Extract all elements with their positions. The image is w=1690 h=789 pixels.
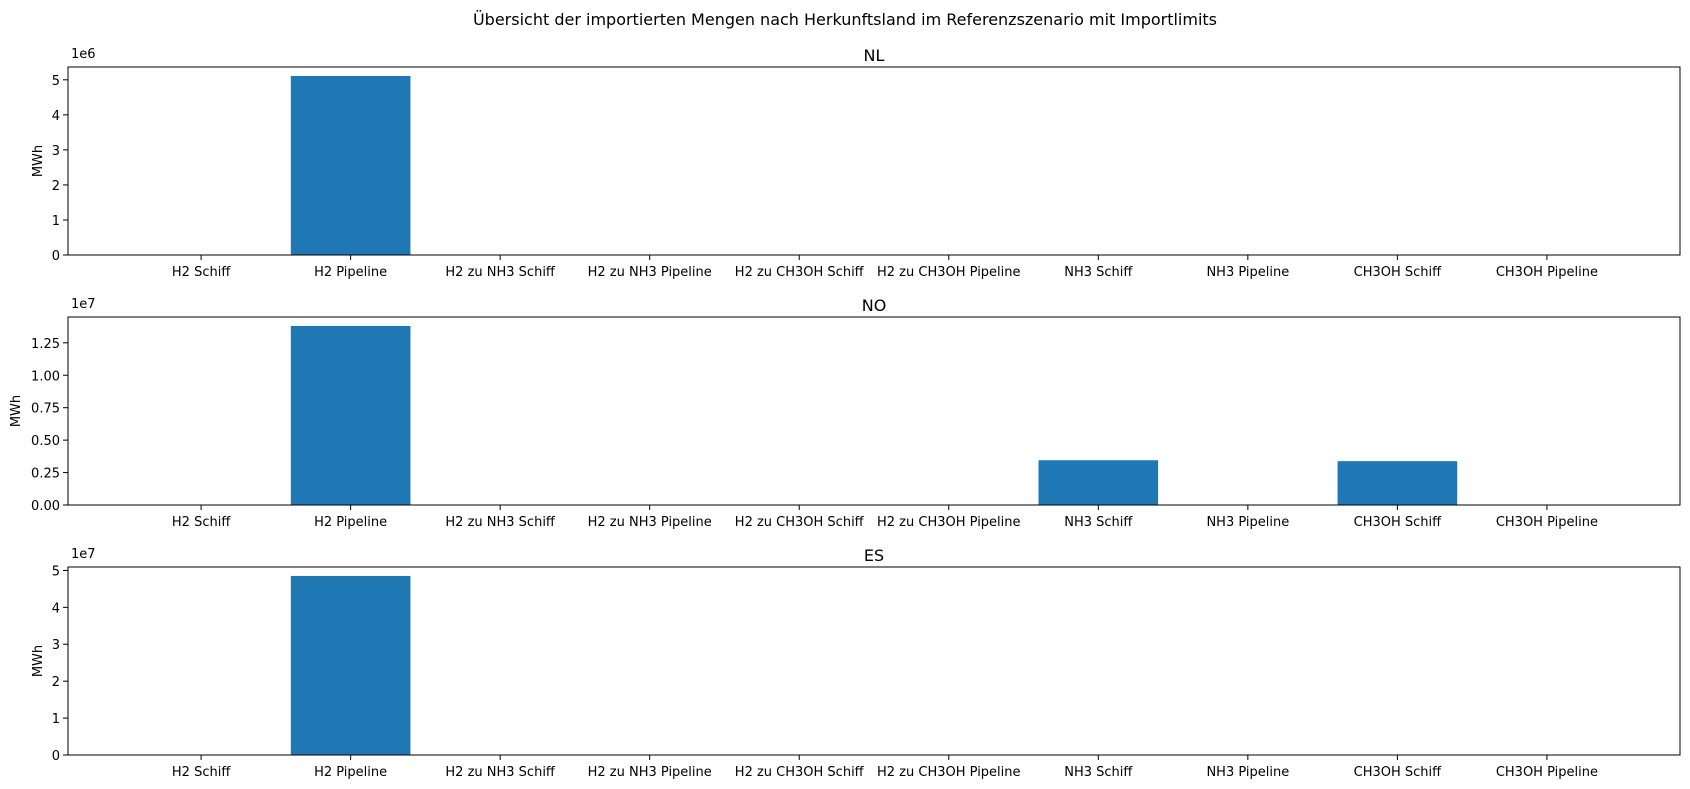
axes-frame — [67, 566, 1681, 756]
axes-frame — [67, 316, 1681, 506]
x-tick-label: CH3OH Pipeline — [1496, 265, 1598, 280]
y-tick-label: 2 — [52, 675, 60, 690]
subplot-title: NL — [864, 46, 885, 65]
axes-frame — [67, 66, 1681, 256]
subplot-nl: NL 1e6 0 1 2 3 4 5 MWh H2 Schiff H2 Pipeline H2 zu … — [31, 46, 1681, 280]
y-tick-label: 0.25 — [31, 467, 60, 482]
y-tick-label: 5 — [52, 74, 60, 89]
x-tick-label: NH3 Schiff — [1064, 515, 1133, 530]
x-tick-label: H2 zu CH3OH Pipeline — [877, 765, 1021, 780]
y-tick-label: 3 — [52, 144, 60, 159]
figure-suptitle: Übersicht der importierten Mengen nach H… — [473, 10, 1217, 29]
x-tick-label: NH3 Schiff — [1064, 265, 1133, 280]
x-tick-label: H2 zu CH3OH Schiff — [735, 265, 865, 280]
y-tick-label: 1.00 — [31, 369, 60, 384]
y-offset-label: 1e6 — [71, 47, 96, 62]
x-tick-label: H2 zu NH3 Schiff — [445, 265, 556, 280]
subplot-no: NO 1e7 0.00 0.25 0.50 0.75 1.00 1.25 MWh H2 Schif… — [9, 296, 1681, 530]
x-tick-label: H2 Pipeline — [314, 515, 387, 530]
subplot-es: ES 1e7 0 1 2 3 4 5 MWh H2 Schiff H2 Pipeline H2 zu … — [31, 546, 1681, 780]
x-tick-label: H2 zu CH3OH Schiff — [735, 765, 865, 780]
x-tick-label: NH3 Pipeline — [1206, 515, 1289, 530]
x-tick-label: NH3 Pipeline — [1206, 765, 1289, 780]
bar-h2-pipeline — [290, 575, 411, 755]
y-tick-label: 4 — [52, 109, 60, 124]
y-tick-label: 1.25 — [31, 337, 60, 352]
y-tick-label: 0.00 — [31, 499, 60, 514]
x-tick-label: H2 zu CH3OH Pipeline — [877, 515, 1021, 530]
bar-nh3-schiff — [1038, 460, 1159, 505]
subplot-title: NO — [862, 296, 887, 315]
x-tick-label: H2 zu NH3 Schiff — [445, 515, 556, 530]
x-tick-label: NH3 Pipeline — [1206, 265, 1289, 280]
x-tick-label: H2 Schiff — [172, 265, 231, 280]
subplot-title: ES — [864, 546, 884, 565]
x-tick-label: H2 Schiff — [172, 515, 231, 530]
bar-h2-pipeline — [290, 325, 411, 505]
y-tick-label: 5 — [52, 564, 60, 579]
bar-h2-pipeline — [290, 75, 411, 255]
x-tick-label: H2 zu NH3 Pipeline — [588, 515, 712, 530]
y-tick-label: 0.50 — [31, 434, 60, 449]
x-tick-label: H2 Pipeline — [314, 265, 387, 280]
x-tick-label: CH3OH Pipeline — [1496, 765, 1598, 780]
subplots: NL 1e6 0 1 2 3 4 5 MWh H2 Schiff H2 Pipeline H2 zu … — [9, 46, 1681, 780]
y-axis-label: MWh — [9, 395, 24, 427]
y-axis-label: MWh — [31, 145, 46, 177]
x-tick-label: CH3OH Pipeline — [1496, 515, 1598, 530]
x-tick-label: CH3OH Schiff — [1354, 765, 1443, 780]
y-tick-label: 1 — [52, 214, 60, 229]
bar-ch3oh-schiff — [1337, 461, 1458, 505]
y-offset-label: 1e7 — [71, 547, 96, 562]
x-tick-label: H2 zu CH3OH Pipeline — [877, 265, 1021, 280]
x-tick-label: CH3OH Schiff — [1354, 515, 1443, 530]
y-tick-label: 4 — [52, 601, 60, 616]
y-tick-label: 0.75 — [31, 402, 60, 417]
x-tick-label: H2 Pipeline — [314, 765, 387, 780]
x-tick-label: H2 Schiff — [172, 765, 231, 780]
y-tick-label: 2 — [52, 179, 60, 194]
y-tick-label: 1 — [52, 712, 60, 727]
y-tick-label: 0 — [52, 749, 60, 764]
x-tick-label: CH3OH Schiff — [1354, 265, 1443, 280]
y-tick-label: 0 — [52, 249, 60, 264]
y-axis-label: MWh — [31, 645, 46, 677]
x-tick-label: H2 zu NH3 Schiff — [445, 765, 556, 780]
y-offset-label: 1e7 — [71, 297, 96, 312]
x-tick-label: H2 zu NH3 Pipeline — [588, 765, 712, 780]
x-tick-label: H2 zu CH3OH Schiff — [735, 515, 865, 530]
x-tick-label: NH3 Schiff — [1064, 765, 1133, 780]
x-tick-label: H2 zu NH3 Pipeline — [588, 265, 712, 280]
y-tick-label: 3 — [52, 638, 60, 653]
